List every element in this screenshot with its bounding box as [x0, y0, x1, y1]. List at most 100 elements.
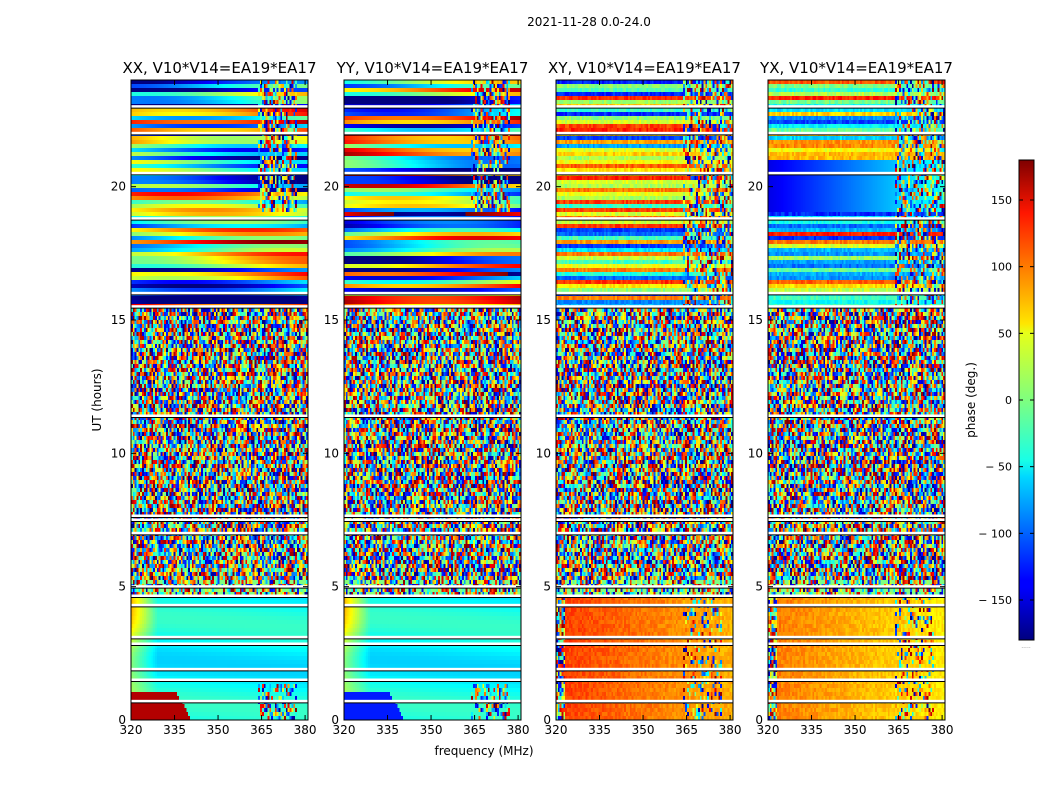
- x-tick-label: 380: [719, 723, 742, 737]
- panel-yy: YY, V10*V14=EA19*EA17 320 335 350 365 380 0 5 10…: [324, 59, 530, 737]
- flag-band: [768, 531, 945, 535]
- heatmap-xy: [556, 80, 733, 720]
- colorbar-footnote: .....: [1021, 643, 1031, 650]
- flag-band: [344, 585, 521, 589]
- flag-band: [768, 667, 945, 671]
- flag-band: [556, 217, 733, 221]
- y-tick-label: 5: [543, 580, 551, 594]
- heatmap-xx: [131, 80, 308, 720]
- y-tick-label: 5: [755, 580, 763, 594]
- flag-band: [768, 514, 945, 518]
- y-tick-label: 0: [331, 713, 339, 727]
- flag-band: [131, 594, 308, 598]
- panel-title-xy: XY, V10*V14=EA19*EA17: [548, 59, 741, 77]
- flag-band: [556, 642, 733, 646]
- flag-band: [344, 518, 521, 522]
- colorbar-tick-label: 100: [991, 261, 1012, 274]
- x-tick-label: 350: [420, 723, 443, 737]
- y-tick-label: 15: [536, 313, 551, 327]
- flag-band: [556, 131, 733, 135]
- flag-band: [344, 305, 521, 309]
- flag-band: [768, 518, 945, 522]
- flag-band: [344, 699, 521, 703]
- flag-band: [344, 171, 521, 175]
- panel-frame: [767, 79, 946, 721]
- colorbar: 150 100 50 0 − 50 − 100 − 150 phase (deg.) ...…: [964, 159, 1035, 650]
- y-tick-label: 5: [331, 580, 339, 594]
- y-tick-label: 20: [536, 180, 551, 194]
- x-tick-label: 380: [294, 723, 317, 737]
- x-axis-label: frequency (MHz): [434, 744, 533, 758]
- y-tick-label: 20: [111, 180, 126, 194]
- x-tick-label: 320: [120, 723, 143, 737]
- x-tick-label: 335: [800, 723, 823, 737]
- x-tick-label: 380: [931, 723, 954, 737]
- flag-band: [768, 105, 945, 109]
- y-tick-label: 10: [748, 446, 763, 460]
- flag-band: [556, 635, 733, 639]
- flag-band: [131, 414, 308, 418]
- x-tick-label: 335: [588, 723, 611, 737]
- panel-frame: [343, 79, 522, 721]
- flag-band: [344, 291, 521, 295]
- y-tick-label: 5: [118, 580, 126, 594]
- flag-band: [344, 667, 521, 671]
- flag-band: [131, 305, 308, 309]
- x-tick-label: 365: [463, 723, 486, 737]
- x-tick-label: 350: [632, 723, 655, 737]
- y-tick-label: 10: [324, 446, 339, 460]
- flag-band: [768, 217, 945, 221]
- flag-band: [556, 585, 733, 589]
- flag-band: [131, 585, 308, 589]
- flag-band: [768, 131, 945, 135]
- flag-band: [344, 414, 521, 418]
- flag-band: [344, 217, 521, 221]
- flag-band: [768, 678, 945, 682]
- flag-band: [556, 514, 733, 518]
- flag-band: [131, 531, 308, 535]
- panels: XX, V10*V14=EA19*EA17 320 335 350 365 380 0 5 10…: [111, 59, 954, 737]
- flag-band: [131, 518, 308, 522]
- colorbar-tick-label: 50: [998, 327, 1012, 340]
- x-tick-label: 350: [844, 723, 867, 737]
- colorbar-label: phase (deg.): [964, 362, 978, 438]
- y-tick-label: 0: [755, 713, 763, 727]
- flag-band: [768, 305, 945, 309]
- panel-title-xx: XX, V10*V14=EA19*EA17: [122, 59, 316, 77]
- flag-band: [556, 594, 733, 598]
- y-tick-label: 15: [111, 313, 126, 327]
- flag-band: [131, 105, 308, 109]
- panel-xx: XX, V10*V14=EA19*EA17 320 335 350 365 380 0 5 10…: [111, 59, 317, 737]
- flag-band: [131, 642, 308, 646]
- y-tick-label: 15: [324, 313, 339, 327]
- colorbar-tick-label: − 50: [985, 461, 1012, 474]
- flag-band: [344, 531, 521, 535]
- flag-band: [556, 667, 733, 671]
- panel-title-yy: YY, V10*V14=EA19*EA17: [336, 59, 529, 77]
- flag-band: [556, 291, 733, 295]
- x-tick-label: 365: [250, 723, 273, 737]
- flag-band: [768, 635, 945, 639]
- flag-band: [768, 594, 945, 598]
- flag-band: [131, 678, 308, 682]
- x-tick-label: 320: [757, 723, 780, 737]
- y-axis-label: UT (hours): [90, 368, 104, 431]
- x-tick-label: 320: [545, 723, 568, 737]
- flag-band: [344, 678, 521, 682]
- flag-band: [131, 667, 308, 671]
- flag-band: [344, 594, 521, 598]
- x-tick-label: 320: [333, 723, 356, 737]
- flag-band: [131, 291, 308, 295]
- flag-band: [131, 514, 308, 518]
- flag-band: [131, 603, 308, 607]
- y-tick-label: 0: [543, 713, 551, 727]
- flag-band: [556, 699, 733, 703]
- flag-band: [556, 678, 733, 682]
- heatmap-yx: [768, 80, 945, 720]
- panel-frame: [555, 79, 734, 721]
- flag-band: [556, 603, 733, 607]
- flag-band: [768, 414, 945, 418]
- flag-band: [344, 105, 521, 109]
- y-tick-label: 15: [748, 313, 763, 327]
